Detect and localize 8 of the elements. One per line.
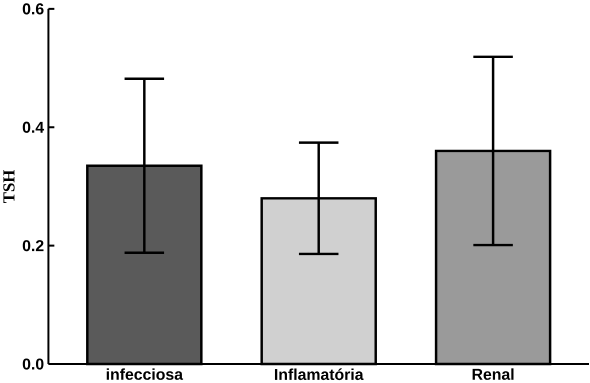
y-tick-label: 0.4 xyxy=(22,122,44,133)
y-tick-label: 0.0 xyxy=(22,358,44,370)
x-tick-label: infecciosa xyxy=(106,368,184,380)
y-axis-title: TSH xyxy=(3,170,15,203)
x-tick-label: Renal xyxy=(472,368,514,380)
x-tick-label: Inflamatória xyxy=(274,368,364,380)
y-tick-label: 0.2 xyxy=(22,240,44,252)
y-tick-label: 0.6 xyxy=(22,3,44,14)
